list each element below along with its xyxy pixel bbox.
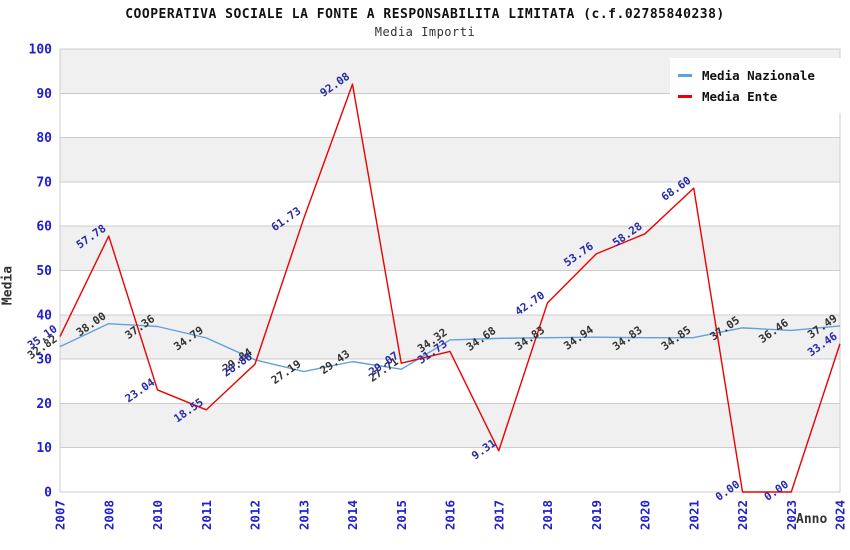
chart-subtitle: Media Importi: [374, 25, 476, 39]
plot-band: [60, 403, 840, 448]
x-tick-label: 2013: [296, 500, 311, 530]
plot-border: [59, 48, 841, 493]
y-tick-label: 30: [36, 353, 52, 368]
y-tick-label: 50: [36, 264, 52, 279]
plot-band: [60, 226, 840, 271]
legend-item-media-nazionale: Media Nazionale: [678, 65, 838, 86]
x-tick-label: 2022: [735, 500, 750, 530]
x-tick-label: 2024: [833, 500, 848, 530]
legend-swatch-nazionale-icon: [678, 74, 692, 77]
x-tick-label: 2016: [443, 500, 458, 530]
x-tick-label: 2008: [101, 500, 116, 530]
series-line-media-nazionale: [59, 322, 841, 373]
x-tick-label: 2010: [150, 500, 165, 530]
x-tick-label: 2020: [638, 500, 653, 530]
legend-label-media-nazionale: Media Nazionale: [702, 68, 815, 83]
y-tick-label: 10: [36, 441, 52, 456]
y-tick-label: 20: [36, 397, 52, 412]
data-label-media-ente: 42.70: [513, 289, 548, 319]
x-tick-label: 2011: [199, 500, 214, 530]
data-label-media-nazionale: 27.19: [269, 357, 304, 387]
x-tick-label: 2007: [53, 500, 68, 530]
legend-swatch-ente-icon: [678, 95, 692, 98]
y-tick-label: 40: [36, 308, 52, 323]
data-label-media-ente: 0.00: [713, 478, 742, 504]
legend: Media Nazionale Media Ente: [670, 58, 846, 113]
y-tick-label: 60: [36, 220, 52, 235]
x-tick-label: 2014: [345, 500, 360, 530]
x-tick-label: 2017: [491, 500, 506, 530]
x-tick-label: 2018: [540, 500, 555, 530]
y-tick-label: 80: [36, 131, 52, 146]
x-axis-title: Anno: [796, 512, 828, 527]
x-tick-label: 2021: [686, 500, 701, 530]
legend-item-media-ente: Media Ente: [678, 86, 838, 107]
y-tick-label: 90: [36, 87, 52, 102]
x-tick-label: 2019: [589, 500, 604, 530]
y-axis-title: Media: [0, 265, 16, 306]
data-label-media-ente: 0.00: [762, 478, 791, 504]
chart-title: COOPERATIVA SOCIALE LA FONTE A RESPONSAB…: [125, 7, 725, 22]
data-label-media-ente: 23.04: [123, 376, 158, 406]
x-tick-label: 2015: [394, 500, 409, 530]
y-tick-label: 70: [36, 175, 52, 190]
x-tick-label: 2023: [784, 500, 799, 530]
x-tick-label: 2012: [248, 500, 263, 530]
plot-band: [60, 137, 840, 182]
y-tick-label: 0: [44, 486, 52, 501]
y-tick-label: 100: [29, 43, 53, 58]
legend-label-media-ente: Media Ente: [702, 89, 778, 104]
series-line-media-ente: [59, 83, 841, 493]
